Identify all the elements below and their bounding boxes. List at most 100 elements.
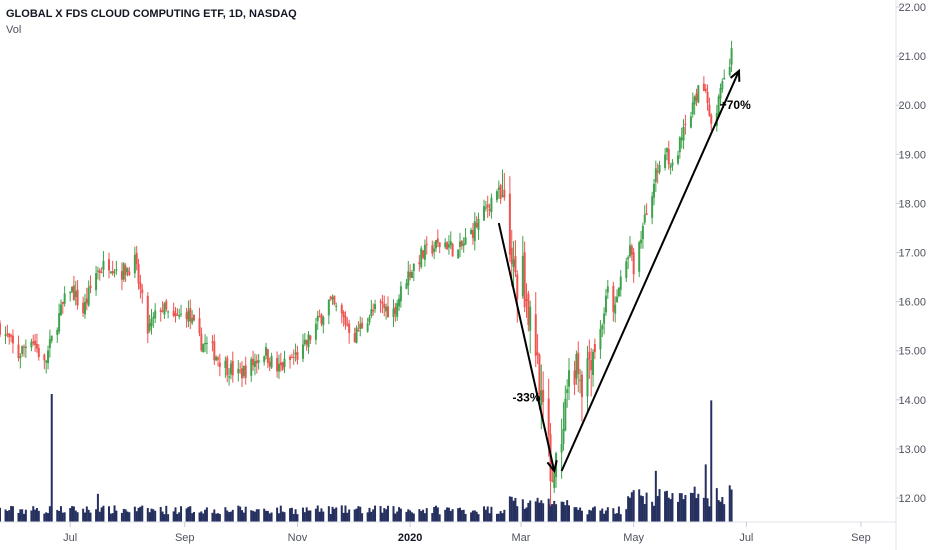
candle-body bbox=[6, 334, 8, 335]
volume-bar bbox=[88, 510, 90, 522]
volume-bar bbox=[607, 507, 609, 522]
candle-body bbox=[474, 221, 476, 241]
candle-body bbox=[383, 304, 385, 308]
volume-bar bbox=[226, 510, 228, 522]
volume-bar bbox=[409, 510, 411, 522]
candle-body bbox=[333, 296, 335, 305]
volume-bar bbox=[640, 496, 642, 522]
volume-bar bbox=[575, 507, 577, 522]
candle-body bbox=[398, 299, 400, 307]
candle-body bbox=[459, 242, 461, 247]
candle-body bbox=[245, 365, 247, 377]
volume-bar bbox=[43, 514, 45, 522]
candle-body bbox=[387, 306, 389, 317]
candle-body bbox=[322, 317, 324, 325]
volume-bar bbox=[367, 512, 369, 522]
candle-body bbox=[332, 297, 334, 299]
candle-body bbox=[612, 286, 614, 312]
volume-bar bbox=[354, 509, 356, 522]
candle-body bbox=[463, 244, 465, 246]
y-tick-label: 21.00 bbox=[898, 51, 926, 63]
candle-body bbox=[204, 343, 206, 344]
volume-bar bbox=[472, 511, 474, 522]
volume-bar bbox=[333, 509, 335, 522]
candle-body bbox=[703, 84, 705, 91]
annotation-layer: -33%+70% bbox=[499, 71, 751, 471]
candle-body bbox=[668, 149, 670, 165]
candle-body bbox=[319, 316, 321, 317]
candle-body bbox=[226, 358, 228, 376]
volume-bar bbox=[393, 506, 395, 522]
volume-bar bbox=[692, 493, 694, 522]
candle-body bbox=[217, 358, 219, 360]
candle-body bbox=[77, 290, 79, 306]
volume-bar bbox=[320, 508, 322, 522]
volume-bar bbox=[38, 511, 40, 522]
volume-bar bbox=[86, 507, 88, 522]
candle-body bbox=[535, 314, 537, 355]
candle-body bbox=[666, 148, 668, 152]
volume-bar bbox=[666, 491, 668, 522]
volume-bar bbox=[420, 511, 422, 522]
candle-body bbox=[405, 283, 407, 288]
candle-body bbox=[476, 223, 478, 227]
volume-bar bbox=[97, 494, 99, 522]
candle-body bbox=[574, 370, 576, 384]
candle-body bbox=[51, 336, 53, 341]
volume-bar bbox=[538, 503, 540, 522]
volume-bar bbox=[651, 502, 653, 522]
candle-body bbox=[187, 310, 189, 321]
volume-bar bbox=[450, 511, 452, 522]
volume-bar bbox=[32, 506, 34, 522]
candle-body bbox=[424, 245, 426, 260]
candle-body bbox=[485, 208, 487, 209]
volume-bar bbox=[659, 489, 661, 522]
volume-bar bbox=[625, 509, 627, 522]
volume-bar bbox=[176, 514, 178, 522]
candle-body bbox=[697, 85, 699, 102]
volume-bar bbox=[646, 493, 648, 522]
volume-bar bbox=[612, 508, 614, 522]
volume-bar bbox=[496, 514, 498, 522]
candle-body bbox=[150, 319, 152, 326]
candle-body bbox=[84, 302, 86, 314]
symbol-title[interactable]: GLOBAL X FDS CLOUD COMPUTING ETF, 1D, NA… bbox=[6, 7, 297, 21]
candle-body bbox=[526, 299, 528, 301]
x-axis[interactable]: Jul Sep Nov 2020 Mar May Jul Sep bbox=[63, 522, 871, 544]
volume-bar bbox=[296, 514, 298, 522]
candle-body bbox=[202, 344, 204, 352]
y-tick-label: 12.00 bbox=[898, 493, 926, 505]
candle-body bbox=[224, 361, 226, 368]
volume-bar bbox=[729, 485, 731, 522]
candle-body bbox=[509, 194, 511, 255]
x-tick-label: Jul bbox=[739, 532, 753, 544]
volume-bar bbox=[332, 507, 334, 522]
candle-body bbox=[213, 341, 215, 360]
volume-bar bbox=[330, 514, 332, 522]
volume-bar bbox=[655, 471, 657, 522]
candle-body bbox=[0, 323, 1, 334]
volume-bar bbox=[677, 502, 679, 522]
volume-bar bbox=[19, 509, 21, 522]
volume-bar bbox=[387, 506, 389, 522]
volume-bar bbox=[489, 513, 491, 522]
volume-bar bbox=[348, 509, 350, 522]
volume-bar bbox=[73, 506, 75, 522]
volume-bar bbox=[25, 510, 27, 522]
volume-bar bbox=[211, 513, 213, 522]
volume-bar bbox=[383, 508, 385, 522]
volume-bar bbox=[638, 489, 640, 522]
candle-body bbox=[263, 357, 265, 363]
candle-body bbox=[160, 310, 162, 312]
volume-bar bbox=[723, 504, 725, 522]
volume-bar bbox=[230, 512, 232, 522]
candle-body bbox=[529, 307, 531, 331]
volume-bar bbox=[370, 512, 372, 522]
volume-bar bbox=[620, 514, 622, 522]
y-axis[interactable]: 12.00 13.00 14.00 15.00 16.00 17.00 18.00 19.00… bbox=[896, 2, 926, 505]
candle-body bbox=[64, 293, 66, 303]
volume-bar bbox=[315, 509, 317, 522]
volume-bar bbox=[681, 493, 683, 522]
volume-bar bbox=[527, 503, 529, 522]
